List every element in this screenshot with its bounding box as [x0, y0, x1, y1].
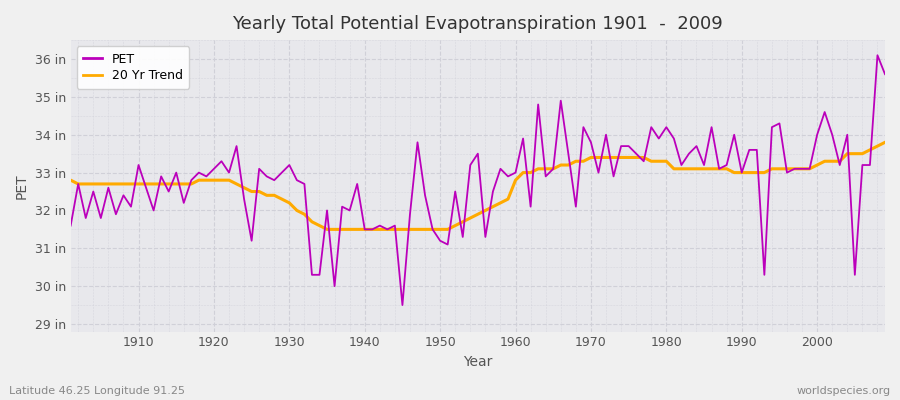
- Legend: PET, 20 Yr Trend: PET, 20 Yr Trend: [76, 46, 189, 89]
- Text: Latitude 46.25 Longitude 91.25: Latitude 46.25 Longitude 91.25: [9, 386, 185, 396]
- Y-axis label: PET: PET: [15, 173, 29, 199]
- Text: worldspecies.org: worldspecies.org: [796, 386, 891, 396]
- X-axis label: Year: Year: [464, 355, 492, 369]
- Title: Yearly Total Potential Evapotranspiration 1901  -  2009: Yearly Total Potential Evapotranspiratio…: [232, 15, 724, 33]
